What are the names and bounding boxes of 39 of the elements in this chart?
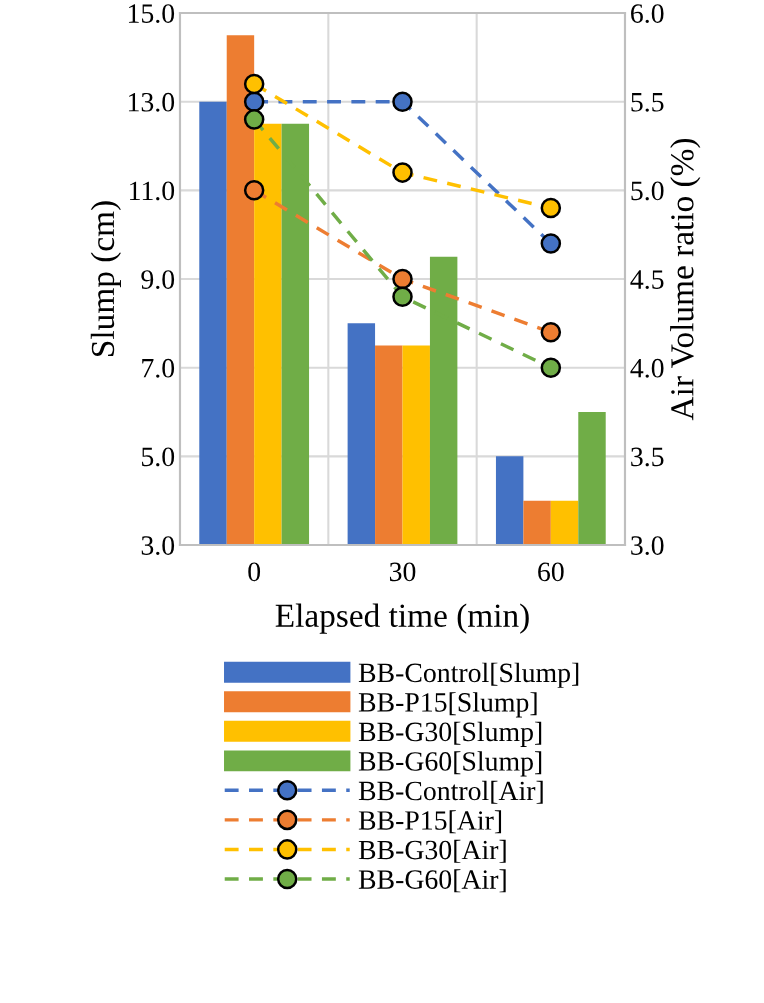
x-axis-title: Elapsed time (min) xyxy=(275,603,529,634)
point xyxy=(540,321,562,343)
y2-tick-label: 5.0 xyxy=(631,181,664,201)
y-tick-label: 5.0 xyxy=(142,447,175,467)
y2-tick-label: 4.5 xyxy=(630,270,664,290)
y-tick-label: 3.0 xyxy=(141,536,175,556)
legend-label: BB-G60[Air] xyxy=(358,869,506,893)
y-tick-label: 13.0 xyxy=(128,92,175,112)
point xyxy=(243,73,265,95)
y2-tick-label: 6.0 xyxy=(631,4,664,24)
y-tick-label: 11.0 xyxy=(130,181,175,201)
y2-tick-label: 4.0 xyxy=(630,358,664,378)
point xyxy=(540,357,562,378)
point xyxy=(540,233,562,254)
legend-label: BB-Control[Slump] xyxy=(358,662,579,688)
legend-label: BB-G30[Slump] xyxy=(358,721,542,747)
y2-tick-label: 3.0 xyxy=(631,536,664,556)
point xyxy=(243,180,265,201)
legend-label: BB-G30[Air] xyxy=(358,839,506,863)
point xyxy=(243,109,265,130)
y2-axis-title: Air Volume ratio (%) xyxy=(670,138,701,421)
point xyxy=(540,197,562,219)
legend-label: BB-P15[Air] xyxy=(358,810,502,834)
legend-label: BB-Control[Air] xyxy=(358,780,543,804)
point xyxy=(392,162,413,183)
point xyxy=(392,268,413,290)
y-axis-title: Slump (cm) xyxy=(90,201,121,356)
x-tick-label: 30 xyxy=(389,562,416,582)
legend-label: BB-G60[Slump] xyxy=(358,751,542,777)
y2-tick-label: 3.5 xyxy=(631,447,664,467)
point xyxy=(392,91,413,112)
x-tick-label: 60 xyxy=(538,562,564,582)
legend-label: BB-P15[Slump] xyxy=(358,692,537,718)
y-tick-label: 7.0 xyxy=(142,358,175,378)
y2-tick-label: 5.5 xyxy=(631,93,664,112)
y-tick-label: 9.0 xyxy=(141,270,175,290)
y-tick-label: 15.0 xyxy=(128,4,175,24)
x-tick-label: 0 xyxy=(248,562,261,582)
point xyxy=(392,286,413,308)
